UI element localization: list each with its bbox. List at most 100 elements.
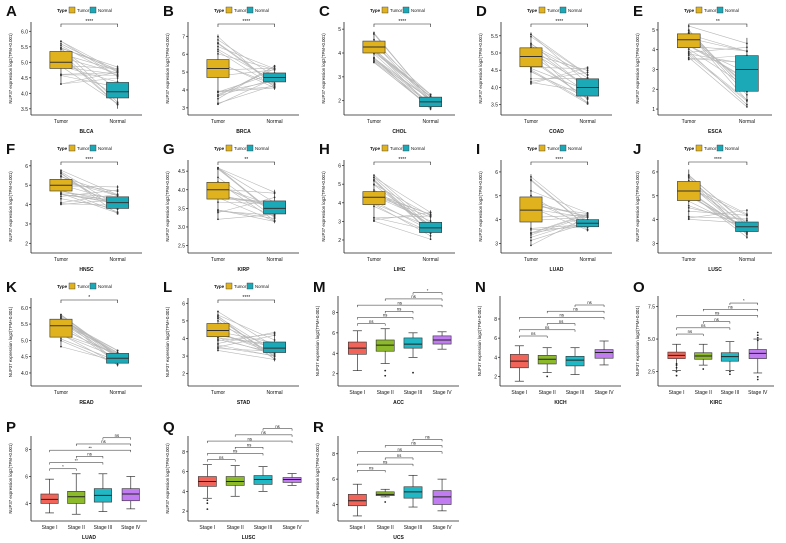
y-tick-label: 3.5	[491, 103, 498, 109]
x-tick-label: Stage I	[349, 525, 365, 531]
y-tick-label: 2	[182, 509, 185, 515]
stage-box	[375, 491, 395, 496]
x-tick-label: Tumor	[682, 119, 697, 125]
legend-label-tumor: Tumor	[704, 8, 717, 13]
significance-bracket	[357, 463, 414, 467]
y-tick-label: 3	[652, 241, 655, 247]
x-axis-label: LUAD	[82, 535, 96, 541]
stage-box	[432, 490, 452, 505]
significance-bracket	[207, 453, 264, 456]
panel-letter: R	[313, 419, 324, 436]
significance-bracket	[530, 161, 588, 165]
legend-label-tumor: Tumor	[234, 284, 247, 289]
y-tick-label: 4.0	[491, 85, 498, 91]
y-tick-label: 4.5	[491, 68, 498, 74]
pair-line	[217, 314, 275, 341]
x-tick-label: Tumor	[211, 119, 226, 125]
legend-title: Type	[527, 146, 538, 151]
y-tick-label: 3.0	[178, 225, 185, 231]
significance-bracket	[702, 308, 759, 312]
y-tick-label: 3	[338, 75, 341, 81]
panel-C: C 2 3 4 5 NUP37 expression log2(TPM+0.001) CHO…	[319, 3, 455, 135]
y-tick-label: 3	[182, 106, 185, 112]
panel-letter: G	[163, 141, 175, 158]
legend: Type Tumor Normal	[57, 6, 112, 14]
significance-label: ****	[242, 295, 250, 301]
y-axis-label: NUP37 expression log2(TPM+0.001)	[477, 305, 482, 376]
y-tick-label: 3	[495, 241, 498, 247]
legend-title: Type	[684, 8, 695, 13]
x-tick-label: Stage IV	[282, 525, 302, 531]
significance-label: **	[716, 19, 720, 25]
significance-label: ns	[233, 449, 237, 454]
pair-line	[217, 87, 275, 93]
significance-bracket	[384, 311, 414, 314]
outlier	[756, 378, 759, 381]
pair-line	[530, 179, 588, 227]
y-tick-label: 4	[332, 503, 335, 509]
x-tick-label: Tumor	[54, 119, 69, 125]
y-tick-label: 6	[25, 474, 28, 480]
x-tick-label: Normal	[267, 119, 283, 125]
y-tick-label: 5.5	[21, 45, 28, 51]
significance-label: ns	[369, 319, 373, 324]
panel-M: M 2 4 6 8 NUP37 expression log2(TPM+0.001) ACC…	[313, 279, 459, 406]
x-tick-label: Stage II	[377, 525, 394, 531]
pair-line	[217, 167, 275, 203]
x-tick-label: Stage III	[566, 390, 585, 396]
legend-swatch-normal	[246, 282, 254, 290]
y-axis-label: NUP37 expression log2(TPM+0.001)	[8, 306, 13, 377]
x-tick-label: Tumor	[367, 257, 382, 263]
y-tick-label: 4.0	[21, 91, 28, 97]
y-tick-label: 4.5	[21, 76, 28, 82]
y-tick-label: 5	[338, 27, 341, 33]
y-tick-label: 7.5	[648, 304, 655, 310]
outlier	[756, 334, 759, 337]
x-axis-label: LUSC	[242, 535, 256, 541]
outlier	[756, 375, 759, 378]
significance-bracket	[384, 457, 414, 460]
y-tick-label: 5	[182, 319, 185, 325]
pair-line	[373, 176, 431, 213]
legend: Type Tumor Normal	[214, 282, 269, 290]
y-tick-label: 5.0	[648, 337, 655, 343]
y-tick-label: 2	[332, 372, 335, 378]
significance-bracket	[49, 449, 132, 453]
legend-title: Type	[370, 146, 381, 151]
significance-bracket	[519, 329, 576, 332]
panel-J: J 3 4 5 6 NUP37 expression log2(TPM+0.001) LUS…	[633, 141, 772, 273]
legend-swatch-tumor	[68, 282, 76, 290]
significance-bracket	[207, 440, 293, 444]
y-axis-label: NUP37 expression log2(TPM+0.001)	[165, 306, 170, 377]
legend-label-tumor: Tumor	[547, 8, 560, 13]
significance-label: *	[427, 288, 429, 293]
legend-swatch-normal	[89, 144, 97, 152]
legend-label-tumor: Tumor	[704, 146, 717, 151]
pair-line	[530, 34, 588, 75]
significance-label: ns	[411, 441, 415, 446]
legend-label-tumor: Tumor	[390, 8, 403, 13]
legend-label-normal: Normal	[725, 8, 739, 13]
significance-label: ****	[398, 19, 406, 25]
y-tick-label: 5.0	[491, 51, 498, 57]
legend-title: Type	[214, 146, 225, 151]
significance-label: **	[89, 445, 93, 450]
legend: Type Tumor Normal	[684, 6, 739, 14]
outlier	[756, 336, 759, 339]
legend-title: Type	[57, 284, 68, 289]
y-axis-label: NUP37 expression log2(TPM+0.001)	[8, 33, 13, 104]
y-tick-label: 6	[332, 331, 335, 337]
panel-letter: F	[6, 141, 15, 158]
panel-letter: P	[6, 419, 16, 436]
y-tick-label: 4.0	[178, 188, 185, 194]
x-axis-label: READ	[79, 400, 94, 406]
panel-letter: L	[163, 279, 172, 296]
panel-D: D 3.5 4.0 4.5 5.0 5.5 NUP37 expression log2(TP…	[476, 3, 612, 135]
pair-line	[373, 52, 431, 97]
panel-G: G 2.5 3.0 3.5 4.0 4.5 NUP37 expression log2(TP…	[163, 141, 299, 273]
legend-label-normal: Normal	[255, 8, 269, 13]
pair-line	[688, 216, 747, 220]
x-tick-label: Normal	[580, 257, 596, 263]
significance-label: ns	[397, 300, 401, 305]
